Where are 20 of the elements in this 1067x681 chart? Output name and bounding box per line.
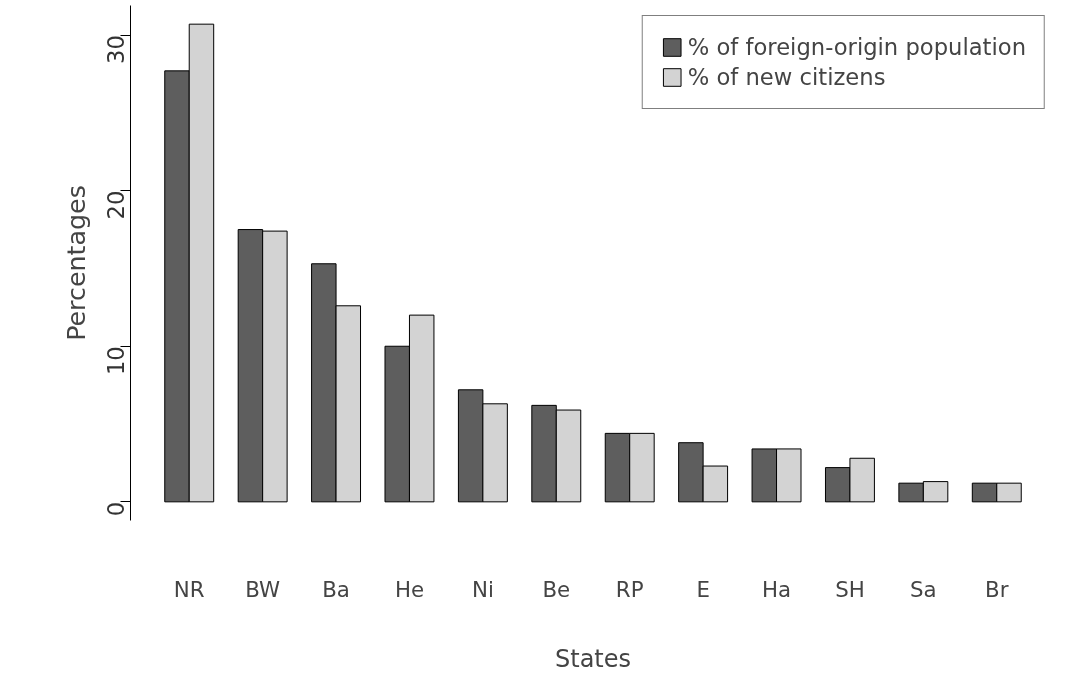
y-tick-label: 20	[103, 190, 129, 220]
x-tick-label: Ha	[761, 576, 792, 602]
x-tick-label: E	[696, 576, 710, 602]
x-tick-label: BW	[245, 576, 281, 602]
legend-label: % of foreign-origin population	[687, 34, 1026, 60]
x-tick-label: Ba	[322, 576, 350, 602]
x-tick-label: He	[394, 576, 425, 602]
x-tick-label: Br	[985, 576, 1009, 602]
x-tick-label: SH	[835, 576, 865, 602]
legend-label: % of new citizens	[687, 64, 886, 90]
x-axis-title: States	[554, 644, 632, 673]
x-tick-label: RP	[615, 576, 644, 602]
x-tick-label: Ni	[471, 576, 494, 602]
y-tick-label: 10	[103, 346, 129, 376]
y-axis-title: Percentages	[60, 185, 91, 341]
x-tick-label: Sa	[910, 576, 937, 602]
y-tick-label: 0	[103, 501, 129, 517]
x-tick-label: Be	[542, 576, 571, 602]
y-tick-label: 30	[103, 35, 129, 64]
x-tick-label: NR	[173, 576, 205, 602]
